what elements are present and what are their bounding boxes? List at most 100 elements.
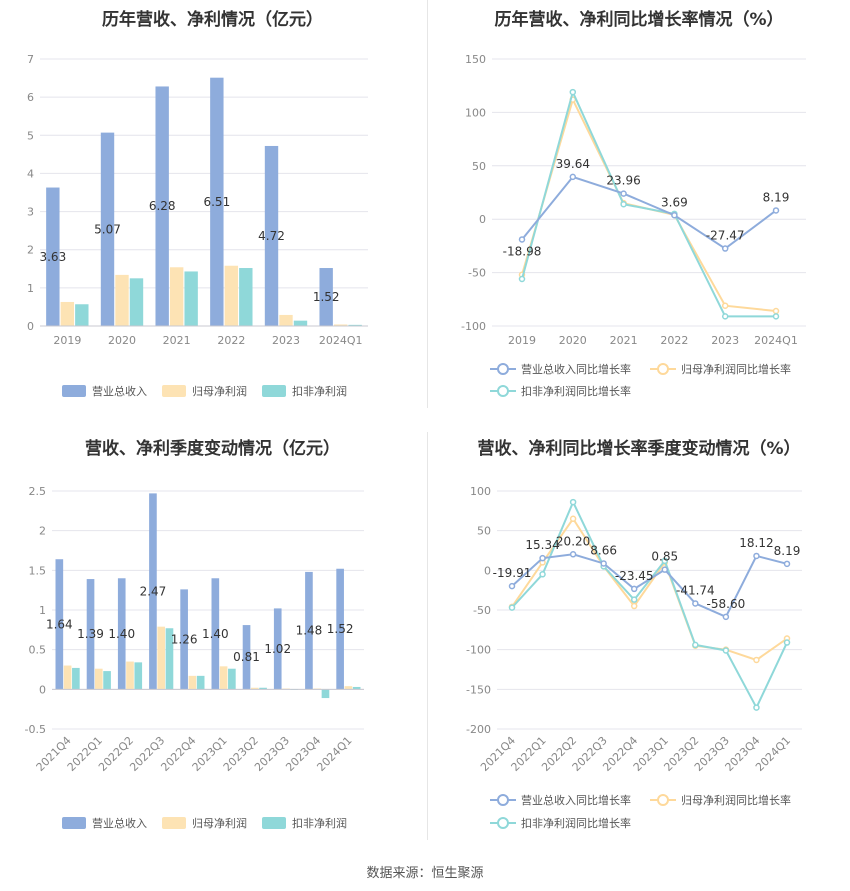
bar [103,671,111,690]
series-point [692,600,699,607]
bar [117,578,126,690]
bar [94,668,103,690]
x-tick-label: 2019 [53,334,81,347]
bar [264,145,279,326]
legend-label: 归母净利润同比增长率 [681,793,791,807]
legend-swatch [262,817,286,829]
bar [196,675,205,690]
y-tick-label: 100 [470,485,491,498]
x-tick-label: 2022 [217,334,245,347]
data-label: 15.34 [525,538,559,552]
data-label: 1.52 [327,622,354,636]
legend-marker [497,363,509,375]
data-label: -18.98 [503,244,542,258]
legend-label: 营业总收入 [92,816,147,830]
bar [239,268,253,326]
y-tick-label: 2 [27,244,34,257]
data-label: 1.52 [313,290,340,304]
y-tick-label: 0.5 [29,644,47,657]
y-tick-label: 50 [472,160,486,173]
series-point [772,307,780,315]
data-label: 4.72 [258,229,285,243]
data-label: -27.47 [706,229,745,243]
bar [321,689,330,699]
bar [279,314,293,326]
data-label: 0.81 [233,650,260,664]
quarterly-growth-panel: 营收、净利同比增长率季度变动情况（%） -200 -150 -100 -50 0 50 10… [428,425,850,850]
bar [55,559,64,690]
x-tick-label: 2021 [610,334,638,347]
legend-marker [497,794,509,806]
x-tick-label: 2020 [108,334,136,347]
data-label: 1.40 [202,627,229,641]
chart-title: 历年营收、净利情况（亿元） [102,10,323,30]
legend-label: 营业总收入 [92,384,147,398]
quarterly-values-chart: -0.500.511.522.52021Q42022Q12022Q22022Q3… [25,485,364,830]
data-label: 6.51 [203,195,230,209]
bar [60,301,75,326]
bar [250,687,259,690]
legend-swatch [62,817,86,829]
data-label: 1.64 [46,617,73,631]
y-tick-label: 1.5 [29,564,47,577]
data-label: -19.91 [493,566,532,580]
legend-label: 归母净利润同比增长率 [681,362,791,376]
x-tick-label: 2024Q1 [314,734,354,774]
data-label: 8.19 [774,544,801,558]
y-tick-label: -150 [466,683,491,696]
x-tick-label: 2021 [163,334,191,347]
bar [219,666,228,690]
series-point [539,554,546,562]
bar [165,628,174,690]
y-tick-label: 4 [27,167,34,180]
legend-swatch [62,385,86,397]
series-point [772,313,780,320]
legend-label: 归母净利润 [192,816,247,830]
data-label: -41.74 [676,583,715,597]
series-point [569,498,577,506]
legend-label: 营业总收入同比增长率 [521,793,631,807]
x-tick-label: 2019 [508,334,536,347]
series-point [569,515,577,523]
series-point [518,275,526,283]
legend-label: 扣非净利润同比增长率 [521,384,631,398]
legend-swatch [162,385,186,397]
data-label: 1.40 [108,627,135,641]
chart-title: 历年营收、净利同比增长率情况（%） [494,10,784,30]
series-point [671,212,678,219]
bar [188,675,197,690]
legend-label: 扣非净利润 [292,384,347,398]
annual-growth-panel: 历年营收、净利同比增长率情况（%） -100 -50 0 50 100 150 2019 20… [428,0,850,410]
series-point [661,566,669,573]
bar [259,687,267,690]
bar [228,668,236,690]
legend-label: 营业总收入同比增长率 [521,362,631,376]
bar [100,132,115,326]
data-label: 2.47 [140,584,167,598]
y-tick-label: 0 [39,683,46,696]
series-point [620,200,627,208]
vertical-divider-bottom [427,432,428,840]
series-point [508,582,516,590]
y-tick-label: -200 [466,723,491,736]
x-tick-label: 2024Q1 [754,334,798,347]
data-label: 1.26 [171,632,198,646]
data-label: 6.28 [149,199,176,213]
bar [63,665,72,690]
series-point [508,604,516,611]
series-point [772,207,780,214]
bar [184,271,198,326]
bar [333,324,348,326]
legend-swatch [162,817,186,829]
y-tick-label: 0 [479,213,486,226]
x-tick-label: 2024Q1 [319,334,363,347]
bar [155,86,169,326]
chart-title: 营收、净利同比增长率季度变动情况（%） [477,439,801,459]
bar [169,267,184,326]
bar [129,278,144,326]
series-point [569,88,577,96]
x-tick-label: 2023 [272,334,300,347]
series-point [518,236,526,243]
bar [211,578,220,690]
series-point [753,656,760,664]
